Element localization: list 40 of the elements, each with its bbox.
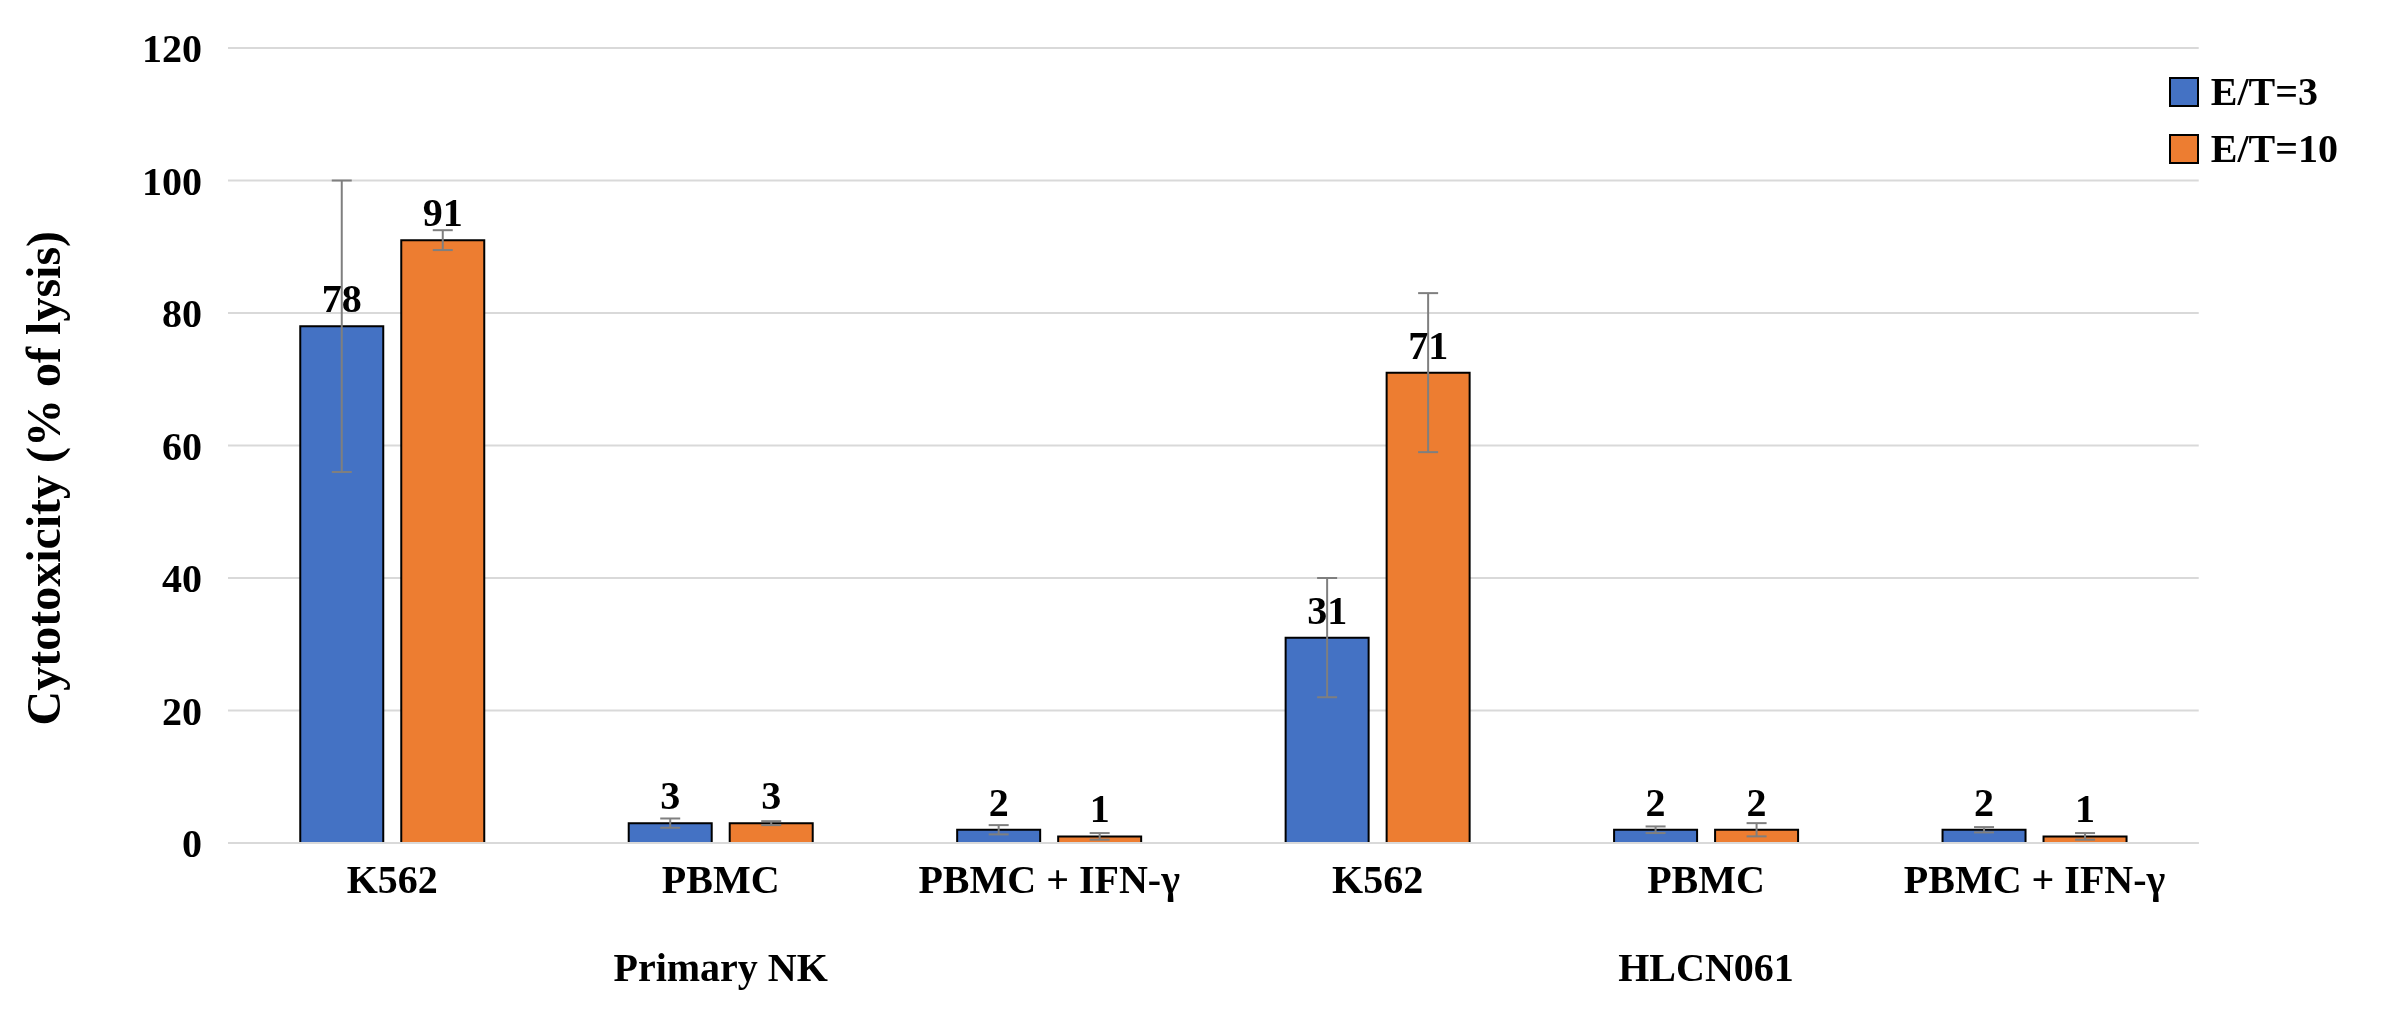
- bar: [299, 325, 385, 843]
- x-tick-label: K562: [1332, 857, 1424, 902]
- y-tick-label: 60: [162, 423, 202, 469]
- data-label: 1: [2075, 786, 2096, 832]
- data-label: 1: [1089, 786, 1110, 832]
- x-tick-label: K562: [346, 857, 438, 902]
- bar: [627, 822, 713, 843]
- bar: [1714, 828, 1800, 843]
- data-label: 78: [321, 276, 362, 322]
- legend-label: E/T=10: [2210, 125, 2338, 172]
- bar: [1284, 636, 1370, 843]
- text: HLCN061: [1618, 945, 1794, 990]
- data-label: 2: [988, 779, 1009, 825]
- bar: [1613, 828, 1699, 843]
- y-axis-title: Cytotoxicity (% of lysis): [17, 230, 72, 726]
- bar: [1385, 371, 1471, 843]
- data-label: 2: [1645, 779, 1666, 825]
- y-tick-label: 120: [142, 26, 202, 72]
- x-tick-label: PBMC: [661, 857, 780, 902]
- y-tick-label: 0: [182, 821, 202, 867]
- y-tick-label: 80: [162, 291, 202, 337]
- bar: [728, 822, 814, 843]
- data-label: 2: [1746, 779, 1767, 825]
- data-label: 3: [761, 773, 782, 819]
- x-tick-label: PBMC + IFN-γ: [1903, 857, 2166, 902]
- y-tick-label: 20: [162, 688, 202, 734]
- data-label: 31: [1307, 587, 1348, 633]
- y-tick-label: 100: [142, 158, 202, 204]
- data-label: 2: [1974, 779, 1995, 825]
- data-label: 71: [1408, 322, 1449, 368]
- bar: [400, 239, 486, 843]
- bar: [1941, 828, 2027, 843]
- text: Primary NK: [613, 945, 828, 990]
- bar: [956, 828, 1042, 843]
- x-tick-label: PBMC + IFN-γ: [918, 857, 1181, 902]
- y-tick-label: 40: [162, 556, 202, 602]
- data-label: 3: [660, 773, 681, 819]
- legend-label: E/T=3: [2210, 68, 2318, 115]
- x-tick-label: PBMC: [1647, 857, 1765, 902]
- data-label: 91: [422, 190, 463, 236]
